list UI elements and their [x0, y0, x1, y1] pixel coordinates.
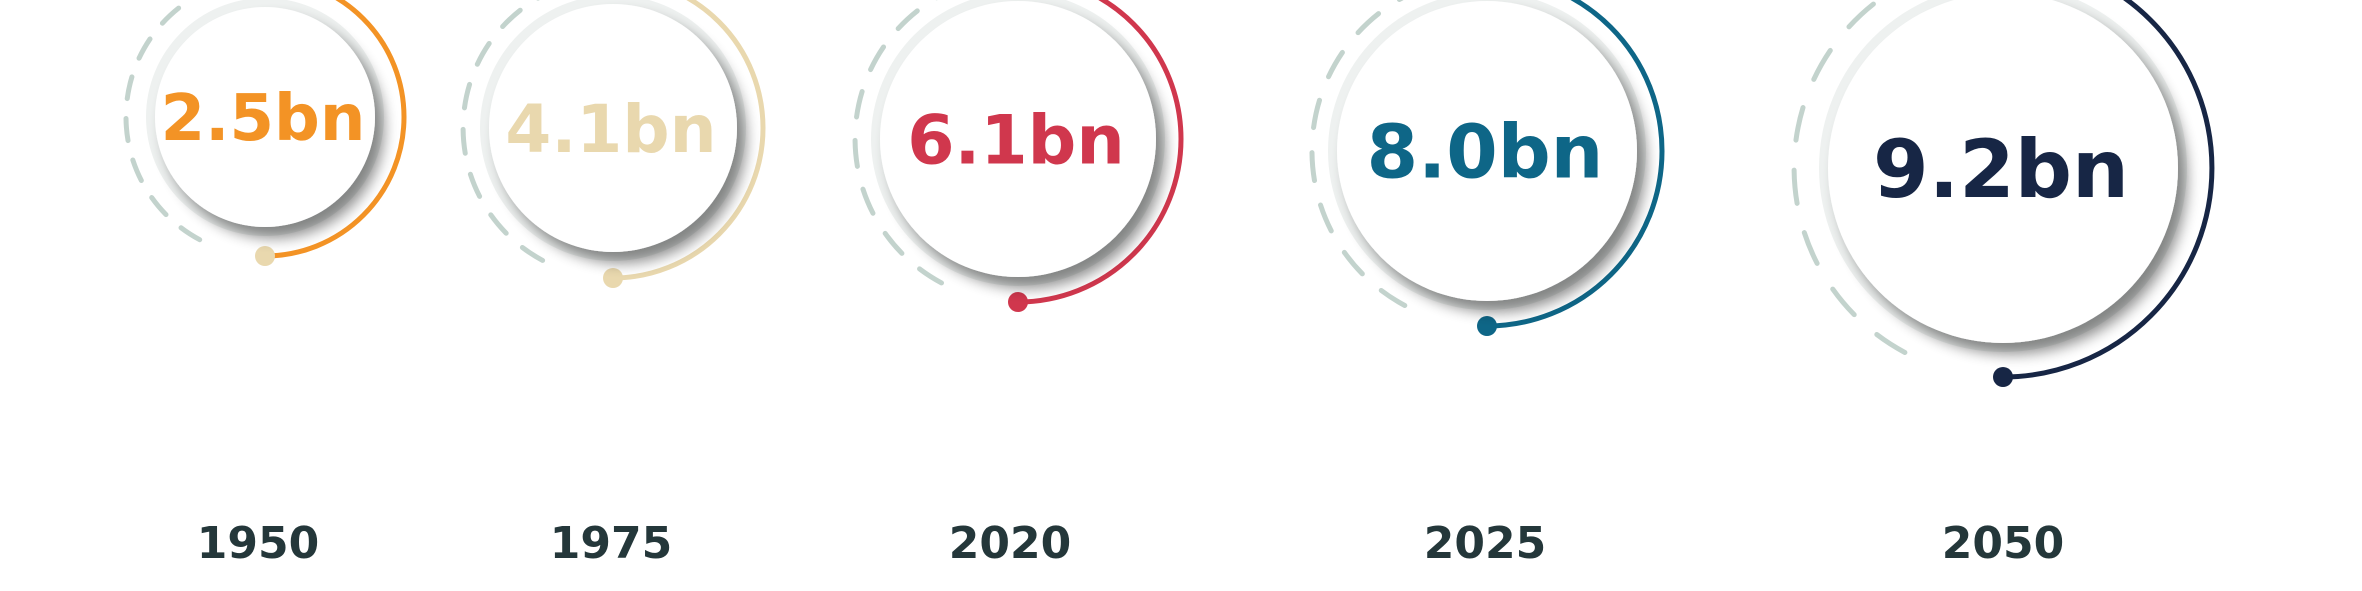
population-item-2025: 8.0bn 2025	[1309, 0, 1665, 569]
population-item-1950: 2.5bn 1950	[123, 0, 407, 569]
dashed-arc	[852, 0, 944, 286]
year-label: 1950	[197, 518, 319, 569]
progress-arc	[612, 0, 766, 281]
dashed-arc	[1791, 0, 1908, 355]
value-disc	[1337, 1, 1637, 301]
arc-end-dot	[1993, 367, 2013, 387]
dashed-arc	[1309, 0, 1408, 308]
value-disc	[1828, 0, 2178, 343]
dashed-arc	[123, 0, 203, 243]
year-label: 2020	[949, 518, 1071, 569]
population-value: 2.5bn	[161, 82, 366, 156]
arc-end-dot	[1008, 292, 1028, 312]
value-disc	[880, 1, 1156, 277]
year-label: 2050	[1942, 518, 2064, 569]
progress-arc	[2002, 0, 2215, 380]
population-item-2020: 6.1bn 2020	[852, 0, 1184, 569]
progress-arc	[264, 0, 407, 259]
population-item-2050: 9.2bn 2050	[1791, 0, 2215, 569]
arc-end-dot	[603, 268, 623, 288]
population-value: 6.1bn	[907, 101, 1125, 180]
value-disc	[489, 4, 737, 252]
year-label: 2025	[1424, 518, 1546, 569]
population-value: 9.2bn	[1873, 123, 2129, 216]
arc-end-dot	[1477, 316, 1497, 336]
progress-arc	[1486, 0, 1665, 329]
value-disc	[155, 7, 375, 227]
year-label: 1975	[550, 518, 672, 569]
progress-arc	[1017, 0, 1184, 305]
population-value: 4.1bn	[505, 91, 716, 168]
dashed-arc	[460, 0, 546, 263]
arc-end-dot	[255, 246, 275, 266]
population-item-1975: 4.1bn 1975	[460, 0, 766, 569]
population-value: 8.0bn	[1367, 110, 1604, 196]
